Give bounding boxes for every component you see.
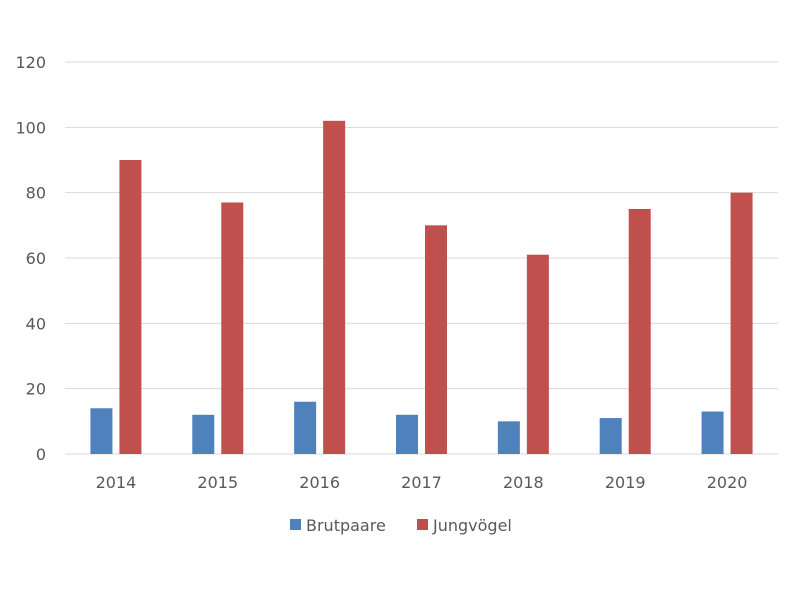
x-tick-label: 2015 [197, 473, 238, 492]
bar-jungvögel-2017 [425, 225, 447, 454]
y-tick-label: 20 [26, 380, 46, 399]
y-tick-label: 0 [36, 445, 46, 464]
bar-jungvögel-2015 [221, 202, 244, 454]
x-tick-label: 2017 [401, 473, 442, 492]
legend-label: Brutpaare [306, 516, 386, 535]
bars [90, 120, 753, 455]
bar-brutpaare-2017 [396, 414, 418, 454]
bar-jungvögel-2014 [119, 160, 142, 454]
gridlines [65, 61, 778, 455]
bar-jungvögel-2020 [730, 192, 753, 454]
legend: Brutpaare Jungvögel [290, 516, 512, 535]
bar-brutpaare-2020 [701, 411, 724, 454]
x-axis-ticks: 2014 2015 2016 2017 2018 2019 2020 [96, 473, 748, 492]
y-tick-label: 100 [15, 118, 46, 137]
bar-brutpaare-2018 [497, 421, 520, 454]
y-axis-ticks: 0 20 40 60 80 100 120 [15, 53, 46, 464]
legend-swatch-0 [290, 519, 301, 530]
legend-label: Jungvögel [432, 516, 512, 535]
y-tick-label: 40 [26, 314, 46, 333]
x-tick-label: 2018 [503, 473, 544, 492]
bar-jungvögel-2016 [323, 120, 346, 455]
x-tick-label: 2019 [605, 473, 646, 492]
x-tick-label: 2016 [299, 473, 340, 492]
bar-brutpaare-2019 [599, 418, 622, 454]
y-tick-label: 80 [26, 184, 46, 203]
bar-brutpaare-2014 [90, 408, 113, 454]
bar-jungvögel-2019 [628, 209, 651, 454]
bar-brutpaare-2015 [192, 414, 215, 454]
bar-jungvögel-2018 [526, 254, 549, 454]
bar-brutpaare-2016 [294, 401, 317, 454]
x-tick-label: 2020 [707, 473, 748, 492]
y-tick-label: 60 [26, 249, 46, 268]
legend-swatch-1 [417, 519, 428, 530]
y-tick-label: 120 [15, 53, 46, 72]
x-tick-label: 2014 [96, 473, 137, 492]
